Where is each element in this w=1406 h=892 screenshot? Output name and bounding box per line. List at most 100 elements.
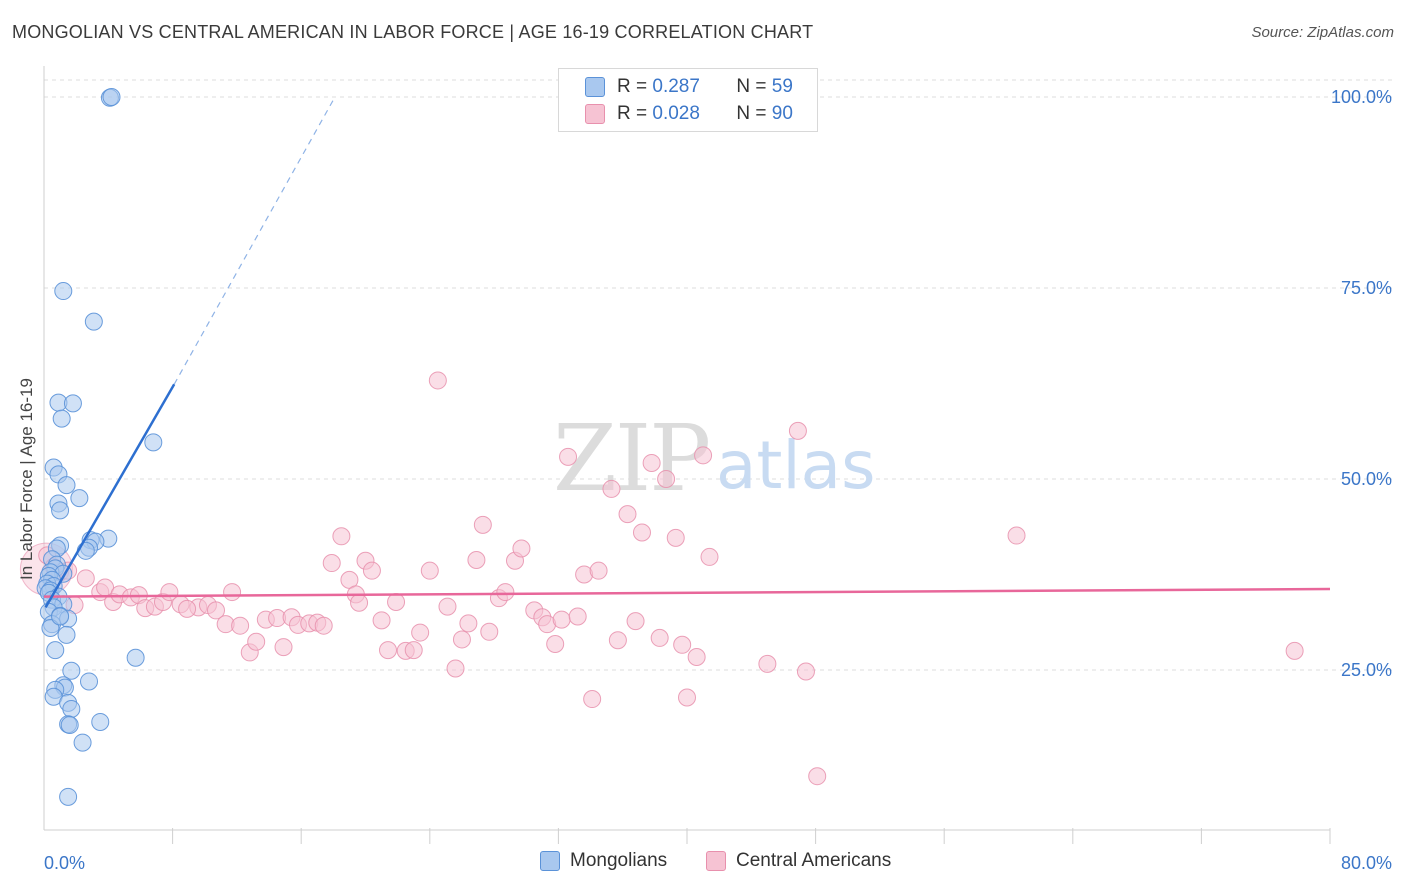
central-americans-point [350,593,369,612]
central-americans-point [496,583,515,602]
legend-n-label: N = [736,76,767,97]
central-americans-point [379,641,398,660]
mongolians-trendline [44,383,176,608]
mongolians-point [57,625,76,644]
series-legend-central-americans[interactable]: Central Americans [706,850,891,872]
central-americans-trendline [43,587,1331,598]
central-americans-point [322,554,341,573]
central-americans-point [568,607,587,626]
central-americans-point [362,561,381,580]
central-americans-point [602,479,621,498]
mongolians-point [84,312,103,331]
central-americans-point [666,528,685,547]
watermark: ZIP atlas [553,405,876,512]
y-tick-label: 100.0% [1331,87,1392,107]
mongolians-point [51,607,70,626]
central-americans-point [247,632,266,651]
legend-r-value-central-americans: 0.028 [652,103,700,124]
legend-r-label: R = [617,103,648,124]
central-americans-point [618,505,637,524]
central-americans-point [700,547,719,566]
trendlines [43,96,1331,608]
central-americans-point [372,611,391,630]
legend-n-value-central-americans: 90 [771,103,793,124]
mongolians-point [59,787,78,806]
y-tick-label: 75.0% [1341,278,1392,298]
central-americans-point [1007,526,1026,545]
central-americans-point [796,662,815,681]
central-americans-point [420,561,439,580]
series-legend-label-central-americans: Central Americans [736,850,892,871]
mongolians-point [102,88,121,106]
central-americans-point [608,631,627,650]
central-americans-point [678,688,696,707]
legend-n-value-mongolians: 59 [771,76,793,97]
series-legend: Mongolians Central Americans [0,850,1406,880]
mongolians-point [126,648,145,667]
legend-swatch-mongolians [585,77,605,97]
central-americans-point [552,610,571,629]
mongolians-point [63,394,82,413]
y-tick-label: 50.0% [1341,469,1392,489]
central-americans-point [404,641,423,660]
central-americans-point [207,601,226,620]
legend-r-label: R = [617,76,648,97]
central-americans-point [512,539,531,558]
central-americans-point [788,421,807,440]
y-tick-label: 25.0% [1341,660,1392,680]
mongolians-point [62,661,81,680]
central-americans-point [411,623,430,642]
mongolians-trendline-extension [173,96,336,385]
central-americans-point [583,690,602,709]
mongolians-point [62,699,81,718]
central-americans-point [626,612,645,631]
central-americans-point [459,614,478,633]
central-americans-point [178,599,197,618]
central-americans-point [758,654,777,673]
gridlines [44,79,1394,671]
central-americans-point [76,569,95,588]
central-americans-point [438,597,457,616]
mongolians-point [46,641,65,660]
central-americans-point [657,470,676,488]
mongolians-point [57,476,76,495]
source-label: Source: ZipAtlas.com [1251,24,1394,41]
series-legend-swatch-central-americans [706,851,726,871]
mongolians-point [51,501,70,520]
central-americans-point [589,561,608,580]
central-americans-point [467,550,486,569]
mongolians-point [80,672,99,691]
central-americans-point [1285,641,1304,660]
mongolians-point [144,433,163,452]
central-americans-point [223,583,242,602]
mongolians-point [73,733,92,752]
mongolians-points [36,88,163,806]
legend-row-mongolians: R = 0.287 N = 59 [585,74,793,100]
series-legend-mongolians[interactable]: Mongolians [540,850,667,872]
central-americans-point [559,447,578,466]
central-americans-point [274,638,293,657]
central-americans-point [332,527,351,546]
central-americans-point [546,635,565,654]
watermark-atlas: atlas [716,427,876,504]
central-americans-point [808,767,827,786]
y-axis-label: In Labor Force | Age 16-19 [17,378,36,580]
central-americans-point [387,593,406,612]
central-americans-point [694,446,713,465]
mongolians-point [91,712,110,731]
mongolians-point [54,282,73,301]
central-americans-point [446,659,465,678]
central-americans-point [642,453,661,472]
series-legend-swatch-mongolians [540,851,560,871]
x-tick-label-max: 80.0% [1341,853,1392,873]
chart-title: MONGOLIAN VS CENTRAL AMERICAN IN LABOR F… [12,22,814,42]
legend-r-value-mongolians: 0.287 [652,76,700,97]
legend-row-central-americans: R = 0.028 N = 90 [585,101,793,127]
central-americans-point [452,630,471,649]
central-americans-point [650,628,669,647]
correlation-legend: R = 0.287 N = 59 R = 0.028 N = 90 [558,68,818,132]
legend-swatch-central-americans [585,104,605,124]
mongolians-point [60,716,79,735]
axes [43,66,1331,844]
